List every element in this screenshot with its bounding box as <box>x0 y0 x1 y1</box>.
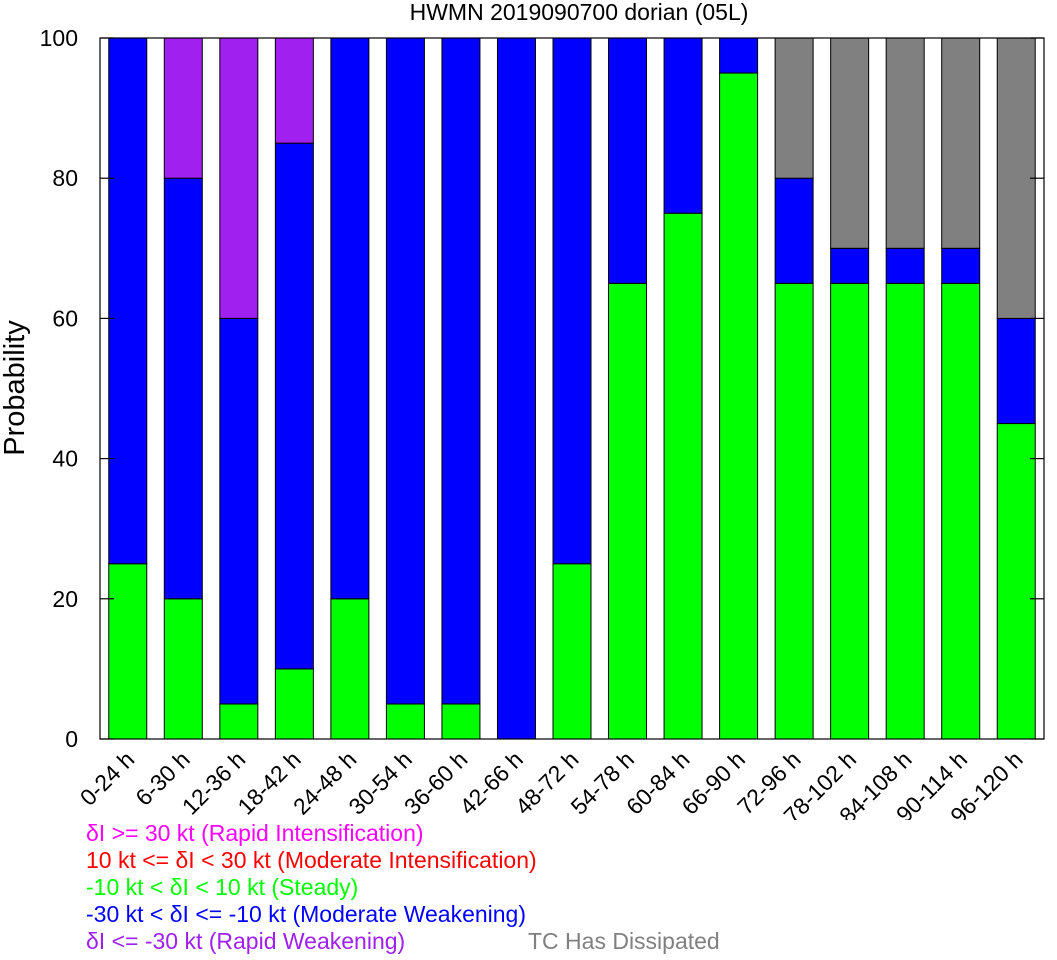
y-tick-label-40: 40 <box>52 446 78 472</box>
chart-title: HWMN 2019090700 dorian (05L) <box>410 0 749 25</box>
bar-steady-12 <box>774 282 814 740</box>
bar-steady-13 <box>830 282 870 740</box>
legend-entry-rapid-weakening: δI <= -30 kt (Rapid Weakening) <box>86 928 406 954</box>
bar-moderate_weakening-14 <box>885 247 925 284</box>
bar-moderate_weakening-8 <box>552 37 592 565</box>
bar-moderate_weakening-0 <box>108 37 148 565</box>
bar-moderate_weakening-2 <box>219 317 259 705</box>
legend: δI >= 30 kt (Rapid Intensification) 10 k… <box>86 820 1046 960</box>
bar-steady-15 <box>941 282 981 740</box>
bar-steady-11 <box>719 72 759 740</box>
y-axis-label: Probability <box>0 320 31 456</box>
bar-steady-4 <box>330 598 370 740</box>
bar-moderate_weakening-15 <box>941 247 981 284</box>
bar-moderate_weakening-11 <box>719 37 759 74</box>
x-tick-label-0: 0-24 h <box>75 746 140 811</box>
y-tick-label-0: 0 <box>65 726 78 752</box>
bar-dissipated-12 <box>774 37 814 179</box>
bar-moderate_weakening-3 <box>274 142 314 670</box>
bar-rapid_weakening-3 <box>274 37 314 144</box>
bar-steady-9 <box>608 282 648 740</box>
bar-dissipated-16 <box>996 37 1036 319</box>
bar-steady-1 <box>163 598 203 740</box>
bar-moderate_weakening-5 <box>385 37 425 705</box>
bar-steady-16 <box>996 423 1036 740</box>
y-tick-labels: 0 20 40 60 80 100 <box>40 25 78 752</box>
bar-dissipated-13 <box>830 37 870 249</box>
bar-steady-5 <box>385 703 425 740</box>
bar-moderate_weakening-1 <box>163 177 203 600</box>
bar-moderate_weakening-10 <box>663 37 703 214</box>
y-tick-label-60: 60 <box>52 305 78 331</box>
stacked-bar-chart: HWMN 2019090700 dorian (05L) Probability… <box>0 0 1045 820</box>
bar-steady-10 <box>663 212 703 740</box>
axes-group <box>99 37 1045 740</box>
legend-entry-moderate-intensification: 10 kt <= δI < 30 kt (Moderate Intensific… <box>86 847 537 873</box>
bar-moderate_weakening-16 <box>996 317 1036 425</box>
y-tick-label-20: 20 <box>52 586 78 612</box>
bar-rapid_weakening-1 <box>163 37 203 179</box>
legend-entry-steady: -10 kt < δI < 10 kt (Steady) <box>86 874 359 900</box>
legend-entry-moderate-weakening: -30 kt < δI <= -10 kt (Moderate Weakenin… <box>86 901 527 927</box>
bar-moderate_weakening-12 <box>774 177 814 284</box>
bar-moderate_weakening-9 <box>608 37 648 284</box>
legend-entry-dissipated: TC Has Dissipated <box>528 928 720 954</box>
bar-moderate_weakening-7 <box>496 37 536 740</box>
x-tick-labels: 0-24 h6-30 h12-36 h18-42 h24-48 h30-54 h… <box>75 746 1028 820</box>
bar-dissipated-14 <box>885 37 925 249</box>
bar-dissipated-15 <box>941 37 981 249</box>
bar-steady-2 <box>219 703 259 740</box>
bars-group <box>108 37 1036 740</box>
y-tick-label-100: 100 <box>40 25 78 51</box>
bar-steady-14 <box>885 282 925 740</box>
bar-steady-8 <box>552 563 592 740</box>
bar-rapid_weakening-2 <box>219 37 259 319</box>
legend-entry-rapid-intensification: δI >= 30 kt (Rapid Intensification) <box>86 820 424 846</box>
bar-steady-6 <box>441 703 481 740</box>
y-tick-label-80: 80 <box>52 165 78 191</box>
bar-steady-3 <box>274 668 314 740</box>
plot-frame <box>99 37 1045 740</box>
bar-moderate_weakening-6 <box>441 37 481 705</box>
bar-moderate_weakening-4 <box>330 37 370 600</box>
bar-steady-0 <box>108 563 148 740</box>
bar-moderate_weakening-13 <box>830 247 870 284</box>
